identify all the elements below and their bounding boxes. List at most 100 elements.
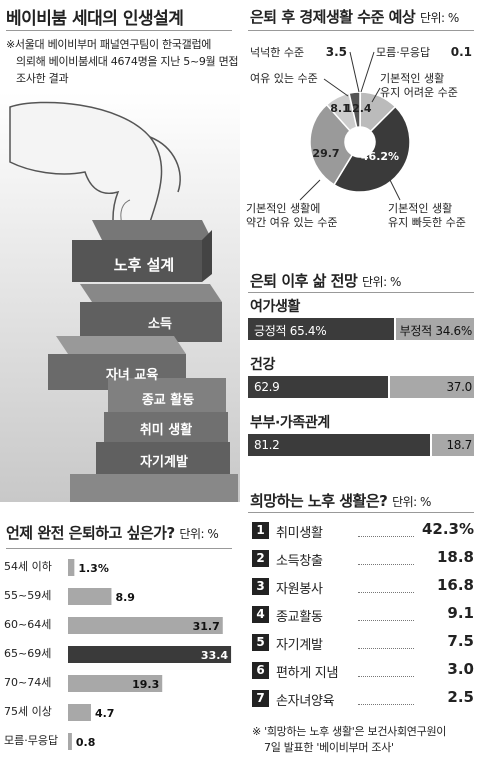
main-title: 베이비붐 세대의 인생설계	[6, 9, 184, 29]
pie-slice	[309, 103, 354, 186]
block-label-hobby: 취미 생활	[140, 422, 192, 438]
wish-note-line-2: 7일 발표한 '베이비부머 조사'	[264, 741, 394, 754]
wish-value: 3.0	[447, 660, 474, 678]
age-value-label: 4.7	[95, 707, 115, 720]
pie-category-label: 기본적인 생활	[380, 71, 444, 85]
age-value-label: 33.4	[201, 649, 228, 662]
age-value-label: 19.3	[132, 678, 159, 691]
block-label-self-development: 자기계발	[140, 454, 188, 470]
pie-chart: 12.4 46.2% 29.7 8.1 넉넉한 수준 3.5 여유 있는 수준 모름·무응답 0…	[246, 45, 472, 229]
source-line-1: ※서울대 베이비부머 패널연구팀이 한국갤럽에	[6, 38, 212, 51]
pie-value-label: 0.1	[451, 45, 472, 59]
pie-category-label: 유지 어려운 수준	[380, 86, 458, 99]
wish-leader-dots	[358, 676, 414, 677]
wish-rank-badge: 7	[252, 690, 269, 707]
age-value-label: 8.9	[115, 591, 135, 604]
age-value-label: 1.3%	[78, 562, 109, 575]
outlook-negative-label: 37.0	[446, 380, 472, 394]
age-bar	[68, 617, 223, 634]
outlook-positive-label: 81.2	[254, 438, 280, 452]
wish-label: 취미생활	[276, 526, 323, 541]
pie-value-label: 46.2%	[361, 150, 399, 163]
wish-note-line-1: ※ '희망하는 노후 생활'은 보건사회연구원이	[252, 725, 447, 738]
wish-rank-badge: 6	[252, 662, 269, 679]
wish-title: 희망하는 노후 생활은? 단위: %	[250, 492, 431, 510]
retire-age-title: 언제 완전 은퇴하고 싶은가? 단위: %	[6, 524, 219, 542]
pie-category-label: 기본적인 생활	[388, 201, 452, 215]
source-line-2: 의뢰해 베이비붐세대 4674명을 지난 5~9월 면접	[16, 55, 239, 68]
age-bar	[68, 646, 232, 663]
age-category-label: 70~74세	[4, 676, 51, 689]
pie-slice	[332, 105, 411, 193]
outlook-negative-label: 부정적 34.6%	[399, 324, 473, 338]
outlook-positive-bar	[248, 434, 430, 456]
pie-category-label: 여유 있는 수준	[250, 72, 318, 85]
wish-leader-dots	[358, 648, 414, 649]
outlook-negative-label: 18.7	[446, 438, 472, 452]
outlook-negative-bar	[395, 318, 474, 340]
age-category-label: 65~69세	[4, 647, 51, 660]
wish-rank-badge: 3	[252, 578, 269, 595]
pie-category-label: 모름·무응답	[376, 46, 430, 59]
outlook-category-label: 여가생활	[250, 299, 300, 315]
block-label-religion: 종교 활동	[142, 392, 194, 408]
age-category-label: 모름·무응답	[4, 734, 58, 747]
age-value-label: 0.8	[76, 736, 96, 749]
pie-category-label: 약간 여유 있는 수준	[246, 215, 337, 229]
block-label-planning: 노후 설계	[114, 256, 174, 274]
age-bar	[68, 559, 75, 576]
source-line-3: 조사한 결과	[16, 72, 69, 85]
wish-value: 16.8	[436, 576, 474, 594]
outlook-positive-label: 62.9	[254, 380, 280, 394]
wish-label: 자기계발	[276, 638, 323, 653]
pie-category-label: 기본적인 생활에	[246, 201, 320, 215]
wish-value: 18.8	[436, 548, 474, 566]
wish-rank-badge: 1	[252, 522, 269, 539]
age-category-label: 54세 이하	[4, 559, 52, 573]
wish-leader-dots	[358, 704, 414, 705]
wish-value: 2.5	[447, 688, 474, 706]
wish-rank-badge: 4	[252, 606, 269, 623]
wish-list: 1 취미생활 42.3% 2 소득창출 18.8 3 자원봉사 16.8 4 종교활동 9.1 5 자기계…	[248, 516, 476, 716]
age-category-label: 60~64세	[4, 618, 51, 631]
outlook-negative-bar	[431, 434, 474, 456]
wish-leader-dots	[358, 536, 414, 537]
wish-label: 소득창출	[276, 554, 323, 569]
wish-leader-dots	[358, 564, 414, 565]
wish-label: 손자녀양육	[276, 694, 335, 709]
wish-rank-badge: 5	[252, 634, 269, 651]
pie-value-label: 29.7	[312, 147, 339, 160]
retire-age-chart: 54세 이하 1.3% 55~59세 8.9 60~64세 31.7 65~69세 33.4 7…	[4, 559, 232, 750]
wish-label: 자원봉사	[276, 582, 323, 597]
age-bar	[68, 675, 163, 692]
outlook-positive-label: 긍정적 65.4%	[254, 324, 327, 338]
wish-leader-dots	[358, 592, 414, 593]
pie-value-label: 12.4	[344, 102, 371, 115]
age-value-label: 31.7	[193, 620, 220, 633]
block-label-income: 소득	[148, 317, 172, 332]
pie-value-label: 3.5	[326, 45, 347, 59]
wish-note: ※ '희망하는 노후 생활'은 보건사회연구원이 7일 발표한 '베이비부머 조…	[252, 724, 446, 756]
age-category-label: 75세 이상	[4, 705, 52, 718]
age-bar	[68, 588, 112, 605]
pie-category-label: 넉넉한 수준	[250, 46, 304, 59]
outlook-category-label: 건강	[250, 357, 275, 373]
wish-value: 9.1	[447, 604, 474, 622]
wish-value: 7.5	[447, 632, 474, 650]
age-bar	[68, 733, 72, 750]
age-bar	[68, 704, 91, 721]
outlook-negative-bar	[390, 376, 474, 398]
outlook-category-label: 부부·가족관계	[250, 415, 330, 431]
pie-value-label: 8.1	[330, 102, 350, 115]
wish-leader-dots	[358, 620, 414, 621]
age-category-label: 55~59세	[4, 589, 51, 602]
wish-label: 편하게 지냄	[276, 666, 339, 681]
wish-label: 종교활동	[276, 610, 323, 625]
outlook-title: 은퇴 이후 삶 전망 단위: %	[250, 272, 401, 290]
wish-value: 42.3%	[421, 520, 474, 538]
outlook-positive-bar	[248, 376, 389, 398]
pie-slice	[348, 91, 361, 129]
wish-rank-badge: 2	[252, 550, 269, 567]
pie-title: 은퇴 후 경제생활 수준 예상 단위: %	[250, 8, 459, 26]
